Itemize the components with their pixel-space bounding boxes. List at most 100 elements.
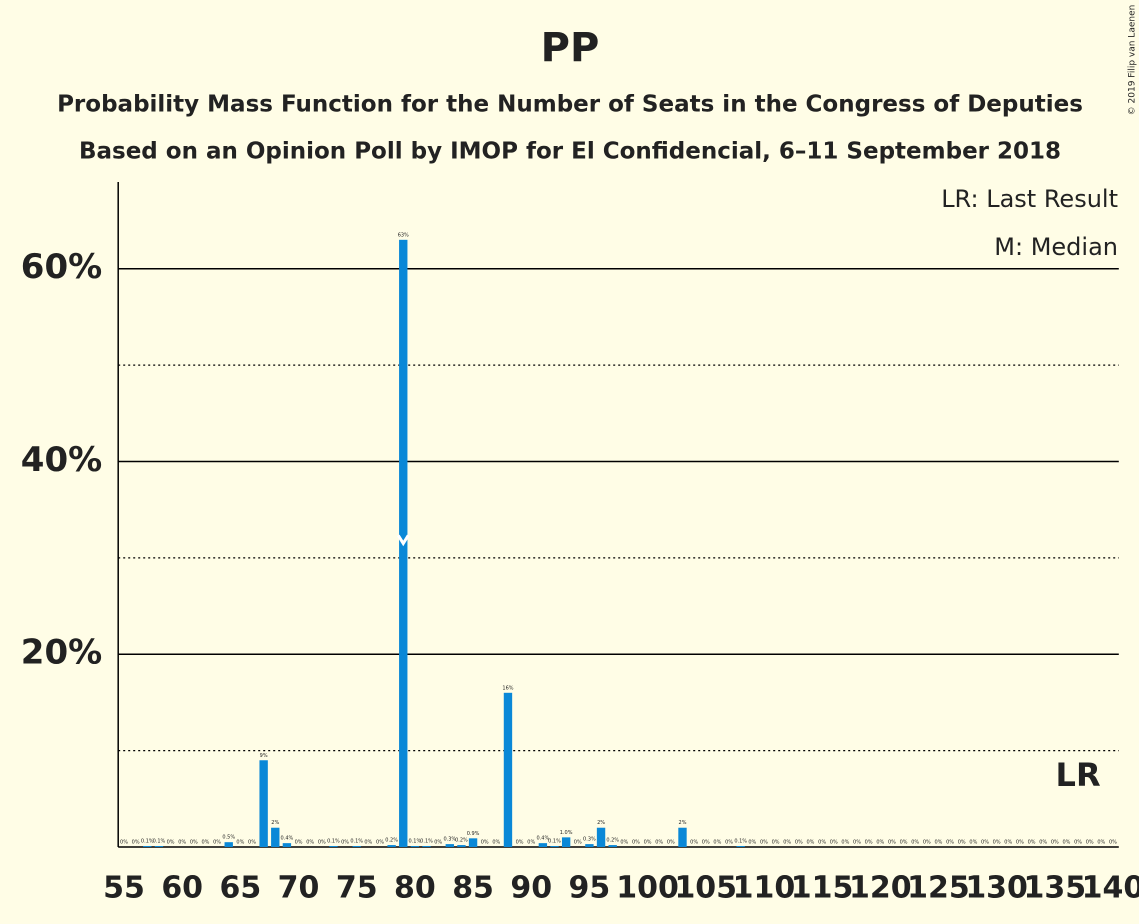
bar [259,760,268,847]
x-tick-label: 85 [452,871,494,906]
value-label: 0% [306,840,314,846]
value-label: 0% [690,840,698,846]
value-label: 0% [1051,840,1059,846]
y-tick-label: 60% [21,247,102,287]
value-label: 0% [364,840,372,846]
value-label: 0.1% [548,839,561,845]
bar [271,827,280,847]
value-label: 0% [295,840,303,846]
bar [585,844,594,847]
chart-title: PP [541,25,600,71]
bar [410,846,420,847]
bar [561,837,571,847]
bar [282,843,292,847]
value-label: 0% [1016,840,1024,846]
value-label: 0% [655,840,663,846]
value-label: 0% [434,840,442,846]
value-label: 0% [993,840,1001,846]
value-label: 0% [934,840,942,846]
legend-entry: M: Median [994,233,1118,261]
value-label: 0% [644,840,652,846]
value-label: 0.1% [141,839,154,845]
median-marker [396,534,410,547]
value-label: 0% [818,840,826,846]
x-tick-label: 75 [336,871,378,906]
value-label: 0% [923,840,931,846]
value-label: 0% [713,840,721,846]
value-label: 0% [981,840,989,846]
value-label: 0% [888,840,896,846]
value-label: 0% [1074,840,1082,846]
bar [550,846,559,847]
value-label: 0% [795,840,803,846]
value-label: 0.4% [281,836,294,842]
value-label: 0.1% [153,839,166,845]
value-label: 0% [341,840,349,846]
x-tick-label: 95 [569,871,611,906]
bar [422,846,431,847]
value-label: 0% [830,840,838,846]
value-label: 0% [807,840,815,846]
value-label: 0.1% [350,839,363,845]
value-label: 0% [527,840,535,846]
value-label: 0.2% [455,838,468,844]
x-tick-label: 100 [616,871,679,906]
x-tick-label: 110 [733,871,796,906]
value-label: 0% [1097,840,1105,846]
value-label: 0% [667,840,675,846]
value-label: 0% [946,840,954,846]
value-label: 0% [201,840,209,846]
value-label: 0% [248,840,256,846]
bar [596,827,606,847]
y-tick-label: 20% [21,633,102,673]
x-tick-label: 70 [278,871,320,906]
chart-subtitle: Probability Mass Function for the Number… [57,92,1083,118]
value-label: 0% [876,840,884,846]
bar [538,843,548,847]
x-tick-label: 125 [907,871,970,906]
bar [678,827,687,847]
bar [387,845,396,847]
x-tick-label: 90 [510,871,552,906]
value-label: 0% [783,840,791,846]
value-label: 0% [632,840,640,846]
value-label: 0.9% [467,831,480,837]
value-label: 0% [702,840,710,846]
value-label: 0% [167,840,175,846]
value-label: 0% [190,840,198,846]
value-label: 63% [398,232,409,238]
copyright: © 2019 Filip van Laenen [1128,5,1138,116]
value-label: 0.1% [734,839,747,845]
value-label: 0% [958,840,966,846]
value-label: 0.4% [537,836,550,842]
bar [329,846,338,847]
value-label: 0.3% [583,837,596,843]
x-tick-label: 140 [1082,871,1139,906]
value-label: 2% [679,820,687,826]
value-label: 0.1% [420,839,433,845]
bar [468,838,478,847]
value-label: 2% [597,820,605,826]
bar [608,845,617,847]
value-label: 0% [1039,840,1047,846]
x-tick-label: 105 [674,871,737,906]
x-tick-label: 65 [219,871,261,906]
value-label: 0% [376,840,384,846]
value-label: 0% [1062,840,1070,846]
value-label: 0.1% [409,839,422,845]
value-label: 0% [236,840,244,846]
value-label: 0% [865,840,873,846]
y-tick-label: 40% [21,440,102,480]
bar [736,846,745,847]
bar [503,692,513,847]
bar [457,845,466,847]
legend-entry: LR: Last Result [941,185,1118,213]
last-result-label: LR [1056,756,1101,794]
value-label: 0% [213,840,221,846]
value-label: 0% [574,840,582,846]
value-label: 0% [748,840,756,846]
x-tick-label: 55 [103,871,145,906]
value-label: 0% [132,840,140,846]
x-tick-label: 135 [1023,871,1086,906]
